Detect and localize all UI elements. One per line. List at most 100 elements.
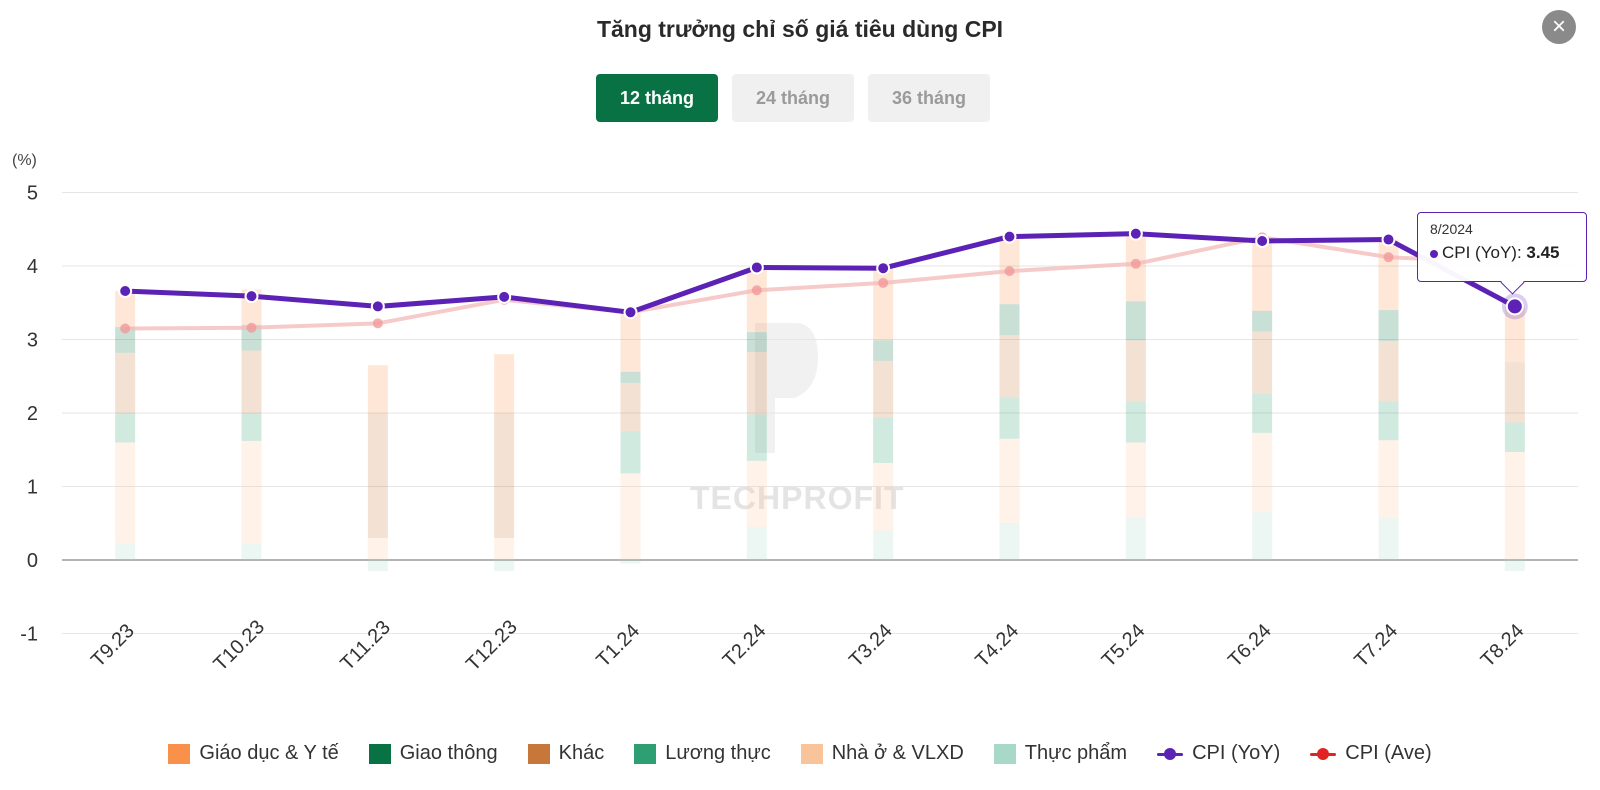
legend-label: Nhà ở & VLXD (831, 742, 964, 764)
cpi-yoy-point (1002, 229, 1017, 244)
bar-segment (494, 560, 515, 572)
bar-segment (873, 417, 894, 463)
bar-segment (115, 413, 136, 443)
bar-segment (241, 350, 262, 413)
bar-segment (746, 351, 767, 415)
bar-segment (999, 438, 1020, 524)
y-tick-label: 2 (27, 403, 38, 425)
cpi-ave-point (372, 318, 383, 329)
watermark-logo (755, 323, 818, 453)
bar-segment (1378, 518, 1399, 560)
cpi-yoy-point (623, 305, 638, 320)
bar-segment (620, 431, 641, 474)
x-tick-label: T8.24 (1477, 620, 1529, 672)
legend-swatch (527, 743, 550, 764)
cpi-ave-point (751, 285, 762, 296)
bar-segment (241, 413, 262, 441)
bar-segment (494, 413, 515, 538)
y-tick-label: 4 (27, 256, 38, 278)
bar-segment (1504, 306, 1525, 363)
bar-segment (1504, 451, 1525, 560)
period-tabs: 12 tháng 24 tháng 36 tháng (596, 74, 990, 122)
cpi-ave-point (878, 277, 889, 288)
bar-segment (746, 414, 767, 461)
bar-segment (1504, 560, 1525, 572)
x-tick-label: T6.24 (1224, 620, 1276, 672)
bar-segment (115, 290, 136, 328)
legend-item-khac[interactable]: Khác (527, 742, 605, 765)
bar-segment (1125, 517, 1146, 560)
data-tooltip: 8/2024 CPI (YoY): 3.45 (1417, 212, 1587, 282)
bar-segment (115, 327, 136, 353)
y-tick-label: -1 (20, 624, 38, 646)
bar-segment (115, 442, 136, 544)
bar-segment (494, 354, 515, 413)
bar-segment (873, 340, 894, 361)
bar-segment (873, 360, 894, 418)
bar-segment (241, 440, 262, 544)
bar-segment (1252, 393, 1273, 433)
cpi-ave-point (1383, 252, 1394, 263)
tab-36-months[interactable]: 36 tháng (868, 74, 990, 122)
bar-segment (494, 537, 515, 560)
bar-segment (1252, 331, 1273, 394)
x-tick-label: T1.24 (592, 620, 644, 672)
tooltip-value: 3.45 (1526, 243, 1560, 262)
legend-item-luong-thuc[interactable]: Lương thực (634, 742, 771, 765)
bar-segment (873, 530, 894, 560)
bar-segment (873, 268, 894, 341)
y-tick-label: 5 (27, 183, 38, 205)
bar-segment (746, 267, 767, 333)
cpi-ave-point (1130, 258, 1141, 269)
bar-segment (999, 335, 1020, 398)
bar-segment (1252, 310, 1273, 332)
cpi-chart: -1 0 1 2 3 4 5 T9.23 T10.23 T11.23 T12.23 T1.24 T2.2… (20, 183, 1578, 676)
cpi-ave-point (120, 323, 131, 334)
cpi-ave-point (1004, 266, 1015, 277)
x-tick-label: T3.24 (845, 620, 897, 672)
cpi-yoy-point (497, 289, 512, 304)
cpi-yoy-point (1381, 232, 1396, 247)
bar-segment (1252, 238, 1273, 311)
legend-item-nha-o[interactable]: Nhà ở & VLXD (800, 742, 964, 765)
bar-segment (873, 462, 894, 531)
x-tick-label: T12.23 (462, 616, 522, 676)
cpi-yoy-point (244, 289, 259, 304)
bar-segment (1252, 432, 1273, 513)
legend-label: Giáo dục & Y tế (199, 742, 339, 764)
bar-segment (999, 523, 1020, 560)
bar-segment (115, 543, 136, 560)
legend-item-giao-thong[interactable]: Giao thông (368, 742, 498, 765)
bar-segment (1125, 301, 1146, 341)
tooltip-row: CPI (YoY): 3.45 (1430, 243, 1574, 263)
cpi-yoy-point (370, 299, 385, 314)
legend-item-thuc-pham[interactable]: Thực phẩm (993, 742, 1127, 765)
bar-segment (1125, 340, 1146, 402)
tooltip-series-label: CPI (YoY): (1442, 243, 1527, 262)
legend-swatch (368, 743, 391, 764)
close-icon[interactable]: × (1542, 10, 1576, 44)
legend-label: CPI (Ave) (1345, 742, 1432, 764)
bar-segment (1125, 401, 1146, 443)
cpi-yoy-point (749, 260, 764, 275)
y-axis-unit-label: (%) (12, 152, 37, 169)
bar-segment (620, 371, 641, 383)
bar-segment (1378, 401, 1399, 441)
bar-segment (241, 324, 262, 351)
y-tick-label: 3 (27, 330, 38, 352)
legend-item-cpi-ave[interactable]: CPI (Ave) (1310, 742, 1432, 765)
legend-item-cpi-yoy[interactable]: CPI (YoY) (1157, 742, 1280, 765)
legend-label: Khác (558, 742, 605, 764)
tab-24-months[interactable]: 24 tháng (732, 74, 854, 122)
y-tick-label: 0 (27, 550, 38, 572)
legend-item-giao-duc[interactable]: Giáo dục & Y tế (168, 742, 339, 765)
x-tick-label: T5.24 (1098, 620, 1150, 672)
cpi-yoy-point (1255, 234, 1270, 249)
bar-segment (620, 473, 641, 560)
bar-segment (999, 304, 1020, 336)
bar-segment (115, 352, 136, 413)
x-tick-label: T10.23 (209, 616, 269, 676)
tab-12-months[interactable]: 12 tháng (596, 74, 718, 122)
bar-segment (367, 413, 388, 538)
bar-segment (367, 365, 388, 413)
